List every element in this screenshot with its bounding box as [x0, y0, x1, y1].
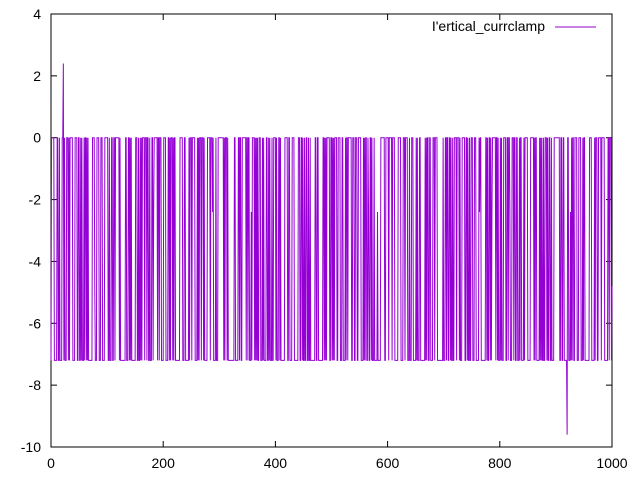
- y-tick-label: -6: [29, 315, 42, 331]
- y-tick-label: 0: [33, 130, 41, 146]
- x-tick-label: 400: [264, 455, 288, 471]
- y-tick-label: 4: [33, 6, 41, 22]
- y-tick-label: -2: [29, 192, 42, 208]
- y-tick-label: -10: [21, 439, 41, 455]
- y-tick-label: -8: [29, 377, 42, 393]
- x-tick-label: 200: [152, 455, 176, 471]
- legend: I'ertical_currclamp: [432, 18, 596, 34]
- legend-label: I'ertical_currclamp: [432, 18, 545, 34]
- x-tick-label: 600: [376, 455, 400, 471]
- x-axis: 0 200 400 600 800 1000: [47, 14, 628, 471]
- x-tick-label: 0: [47, 455, 55, 471]
- x-tick-label: 1000: [596, 455, 627, 471]
- x-tick-label: 800: [488, 455, 512, 471]
- y-tick-label: -4: [29, 253, 42, 269]
- y-axis: -10 -8 -6 -4 -2 0 2 4: [21, 6, 612, 455]
- y-tick-label: 2: [33, 68, 41, 84]
- series-layer: [50, 63, 613, 435]
- series-line: [50, 63, 613, 435]
